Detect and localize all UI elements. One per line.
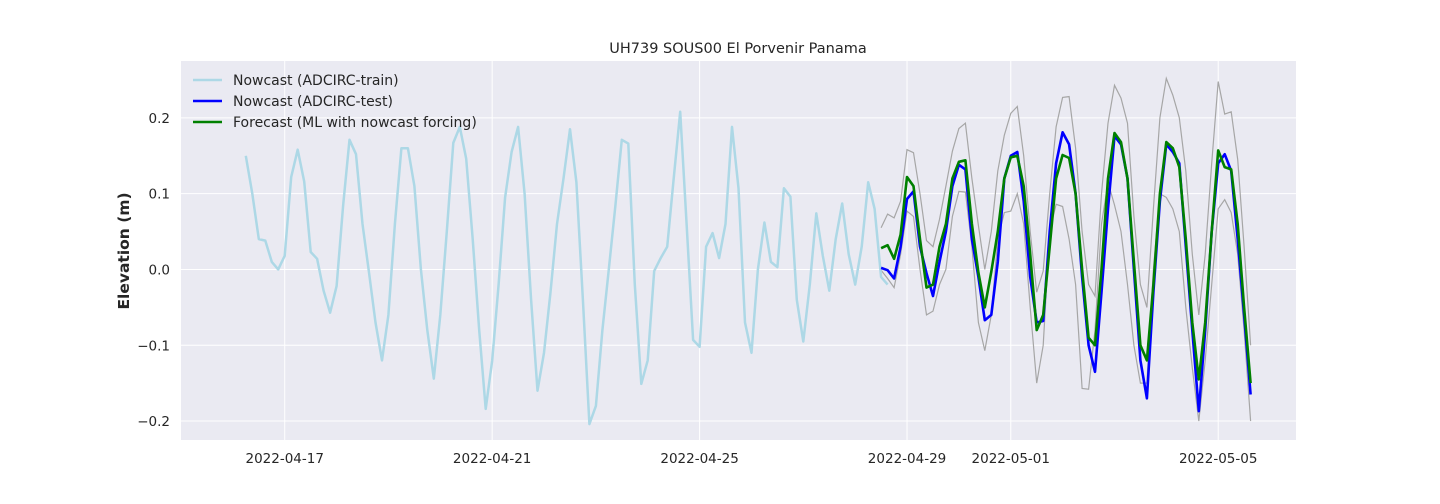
x-axis: 2022-04-17 2022-04-21 2022-04-25 2022-04-29…	[245, 451, 1257, 467]
legend-label: Nowcast (ADCIRC-test)	[233, 94, 393, 110]
series-lines	[244, 110, 1252, 426]
legend-label: Forecast (ML with nowcast forcing)	[233, 115, 477, 131]
x-tick-label: 2022-04-17	[245, 451, 323, 467]
y-tick-label: 0.0	[149, 262, 170, 278]
x-tick-label: 2022-04-29	[868, 451, 946, 467]
band-upper-line	[880, 76, 1252, 346]
x-tick-label: 2022-05-01	[972, 451, 1050, 467]
series-line-3	[880, 131, 1252, 384]
series-line-1	[244, 110, 889, 426]
y-axis: −0.2 −0.1 0.0 0.1 0.2	[137, 111, 170, 430]
x-tick-label: 2022-04-21	[453, 451, 531, 467]
y-tick-label: −0.1	[137, 338, 170, 354]
y-tick-label: −0.2	[137, 414, 170, 430]
legend: Nowcast (ADCIRC-train) Nowcast (ADCIRC-te…	[193, 73, 477, 131]
y-tick-label: 0.1	[149, 187, 170, 203]
legend-label: Nowcast (ADCIRC-train)	[233, 73, 399, 89]
band-lower-line	[880, 182, 1252, 422]
x-tick-label: 2022-04-25	[660, 451, 738, 467]
y-tick-label: 0.2	[149, 111, 170, 127]
x-tick-label: 2022-05-05	[1179, 451, 1257, 467]
chart-title: UH739 SOUS00 El Porvenir Panama	[609, 41, 867, 57]
y-axis-label: Elevation (m)	[115, 192, 133, 309]
uncertainty-band	[880, 76, 1252, 422]
